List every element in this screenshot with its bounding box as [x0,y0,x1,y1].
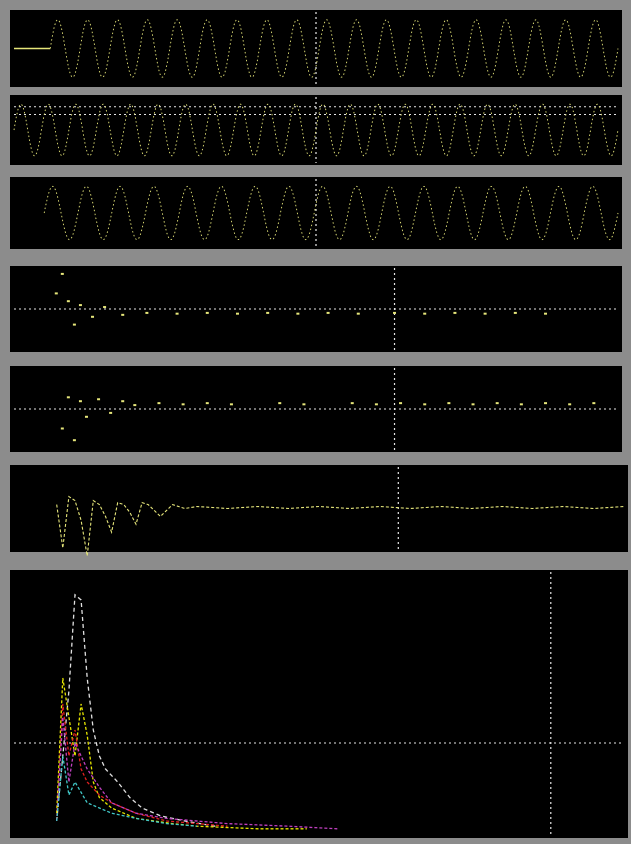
data-point [109,411,113,414]
data-point [54,292,58,295]
data-point [157,402,161,405]
data-point [66,300,70,303]
data-point [519,403,523,406]
data-point [78,400,82,403]
data-point [296,312,300,315]
data-point [356,312,360,315]
data-point [513,311,517,314]
data-point [121,400,125,403]
chart-panel-1 [10,10,622,87]
data-point [302,403,306,406]
chart-panel-4 [10,266,622,352]
data-point [350,402,354,405]
signal-trace [56,495,625,556]
data-point [453,311,457,314]
data-point [592,402,596,405]
chart-panel-2 [10,95,622,165]
data-point [121,313,125,316]
data-point [103,306,107,309]
data-point [72,323,76,326]
data-point [568,403,572,406]
data-point [91,315,95,318]
data-point [60,427,64,430]
data-point [78,304,82,307]
data-point [181,403,185,406]
panel-background [10,570,628,838]
chart-panel-3 [10,177,622,249]
chart-panel-7 [10,570,628,838]
chart-panel-5 [10,366,622,452]
data-point [229,403,233,406]
series-trace-2 [56,677,307,830]
panel-background [10,177,622,249]
data-point [483,312,487,315]
series-trace-1 [56,593,216,827]
data-point [393,311,397,314]
panel-background [10,95,622,165]
data-point [278,402,282,405]
data-point [471,403,475,406]
data-point [84,415,88,418]
data-point [97,398,101,401]
data-point [72,439,76,442]
data-point [495,402,499,405]
series-trace-5 [56,755,198,827]
panel-background [10,465,628,552]
data-point [205,311,209,314]
data-point [133,404,137,407]
data-point [447,402,451,405]
data-point [205,402,209,405]
data-point [60,272,64,275]
series-trace-3 [56,703,228,827]
data-point [145,311,149,314]
data-point [399,402,403,405]
data-point [326,311,330,314]
data-point [423,312,427,315]
data-point [175,312,179,315]
data-point [544,312,548,315]
chart-panel-6 [10,465,628,556]
data-point [423,403,427,406]
data-point [66,396,70,399]
data-point [235,312,239,315]
panels-layer [10,10,628,838]
data-point [374,403,378,406]
data-point [266,311,270,314]
data-point [544,402,548,405]
